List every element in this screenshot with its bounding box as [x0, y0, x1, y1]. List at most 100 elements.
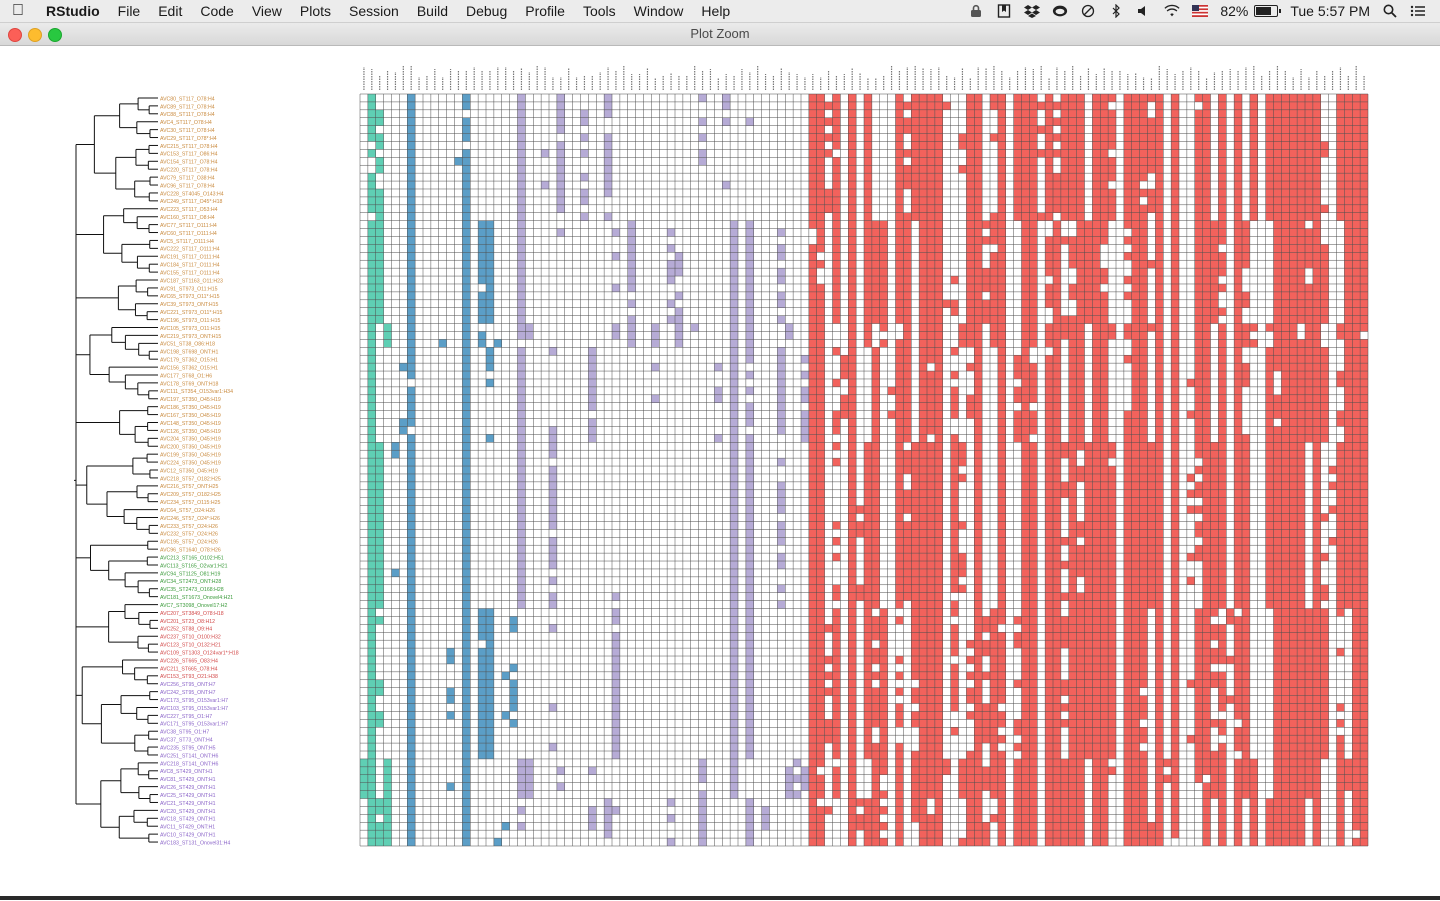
heatmap-cell — [1077, 300, 1085, 308]
volume-icon[interactable] — [1136, 3, 1152, 19]
heatmap-cell — [462, 229, 470, 237]
heatmap-cell — [825, 656, 833, 664]
heatmap-cell — [1045, 268, 1053, 276]
clock[interactable]: Tue 5:57 PM — [1290, 3, 1370, 19]
heatmap-cell — [1053, 498, 1061, 506]
heatmap-cell — [809, 165, 817, 173]
menu-profile[interactable]: Profile — [516, 0, 574, 22]
heatmap-cell — [1022, 252, 1030, 260]
heatmap-cell — [801, 411, 809, 419]
heatmap-cell — [1360, 719, 1368, 727]
bluetooth-icon[interactable] — [1108, 3, 1124, 19]
heatmap-cell — [1203, 252, 1211, 260]
menu-code[interactable]: Code — [191, 0, 242, 22]
heatmap-cell — [809, 371, 817, 379]
heatmap-cell — [896, 672, 904, 680]
dropbox-icon[interactable] — [1024, 3, 1040, 19]
menu-file[interactable]: File — [109, 0, 150, 22]
heatmap-cell — [1155, 165, 1163, 173]
history-icon[interactable] — [1080, 3, 1096, 19]
heatmap-cell — [1077, 165, 1085, 173]
heatmap-cell — [974, 371, 982, 379]
heatmap-cell — [1313, 474, 1321, 482]
heatmap-cell — [833, 379, 841, 387]
heatmap-cell — [809, 339, 817, 347]
heatmap-cell — [1029, 514, 1037, 522]
heatmap-cell — [1092, 197, 1100, 205]
heatmap-cell — [462, 118, 470, 126]
battery-icon[interactable] — [1254, 5, 1278, 17]
heatmap-cell — [1313, 521, 1321, 529]
menu-edit[interactable]: Edit — [149, 0, 191, 22]
heatmap-cell — [1305, 616, 1313, 624]
heatmap-cell — [1297, 458, 1305, 466]
heatmap-cell — [927, 197, 935, 205]
menu-tools[interactable]: Tools — [574, 0, 625, 22]
menu-window[interactable]: Window — [625, 0, 693, 22]
heatmap-cell — [1061, 149, 1069, 157]
heatmap-cell — [1092, 308, 1100, 316]
heatmap-cell — [1218, 696, 1226, 704]
heatmap-cell — [809, 363, 817, 371]
heatmap-cell — [927, 569, 935, 577]
heatmap-cell — [1171, 205, 1179, 213]
heatmap-cell — [368, 696, 376, 704]
menu-view[interactable]: View — [243, 0, 291, 22]
heatmap-cell — [809, 688, 817, 696]
heatmap-cell — [1029, 197, 1037, 205]
heatmap-cell — [1092, 126, 1100, 134]
heatmap-cell — [675, 292, 683, 300]
heatmap-cell — [1092, 442, 1100, 450]
heatmap-cell — [1045, 331, 1053, 339]
menu-help[interactable]: Help — [692, 0, 739, 22]
strain-label: AVC246_ST57_O24*:H26 — [160, 516, 220, 522]
heatmap-cell — [612, 711, 620, 719]
lock-icon[interactable] — [968, 3, 984, 19]
heatmap-cell — [478, 648, 486, 656]
heatmap-cell — [746, 331, 754, 339]
heatmap-cell — [1242, 680, 1250, 688]
heatmap-cell — [549, 624, 557, 632]
creative-cloud-icon[interactable] — [1052, 3, 1068, 19]
heatmap-cell — [1022, 213, 1030, 221]
heatmap-cell — [368, 205, 376, 213]
menu-session[interactable]: Session — [340, 0, 408, 22]
apple-menu-icon[interactable]:  — [0, 2, 36, 20]
heatmap-cell — [1155, 126, 1163, 134]
heatmap-cell — [376, 236, 384, 244]
heatmap-cell — [1360, 236, 1368, 244]
heatmap-cell — [746, 466, 754, 474]
us-flag-icon[interactable] — [1192, 3, 1208, 19]
heatmap-cell — [896, 221, 904, 229]
heatmap-cell — [935, 529, 943, 537]
heatmap-cell — [1045, 727, 1053, 735]
heatmap-cell — [1313, 339, 1321, 347]
menu-debug[interactable]: Debug — [457, 0, 516, 22]
app-menu[interactable]: RStudio — [36, 0, 109, 22]
heatmap-cell — [880, 339, 888, 347]
heatmap-cell — [462, 284, 470, 292]
heatmap-cell — [1203, 371, 1211, 379]
heatmap-cell — [462, 244, 470, 252]
heatmap-cell — [1313, 181, 1321, 189]
heatmap-cell — [1195, 292, 1203, 300]
wifi-icon[interactable] — [1164, 3, 1180, 19]
heatmap-cell — [1281, 458, 1289, 466]
heatmap-cell — [998, 165, 1006, 173]
bookmark-icon[interactable] — [996, 3, 1012, 19]
heatmap-cell — [1053, 442, 1061, 450]
heatmap-cell — [1155, 94, 1163, 102]
heatmap-cell — [1274, 609, 1282, 617]
heatmap-cell — [911, 466, 919, 474]
heatmap-cell — [1360, 529, 1368, 537]
menu-plots[interactable]: Plots — [291, 0, 340, 22]
list-icon[interactable] — [1410, 3, 1426, 19]
heatmap-cell — [730, 553, 738, 561]
heatmap-cell — [1171, 593, 1179, 601]
search-icon[interactable] — [1382, 3, 1398, 19]
heatmap-cell — [880, 260, 888, 268]
heatmap-cell — [998, 529, 1006, 537]
menu-build[interactable]: Build — [408, 0, 457, 22]
heatmap-cell — [935, 426, 943, 434]
heatmap-cell — [974, 141, 982, 149]
